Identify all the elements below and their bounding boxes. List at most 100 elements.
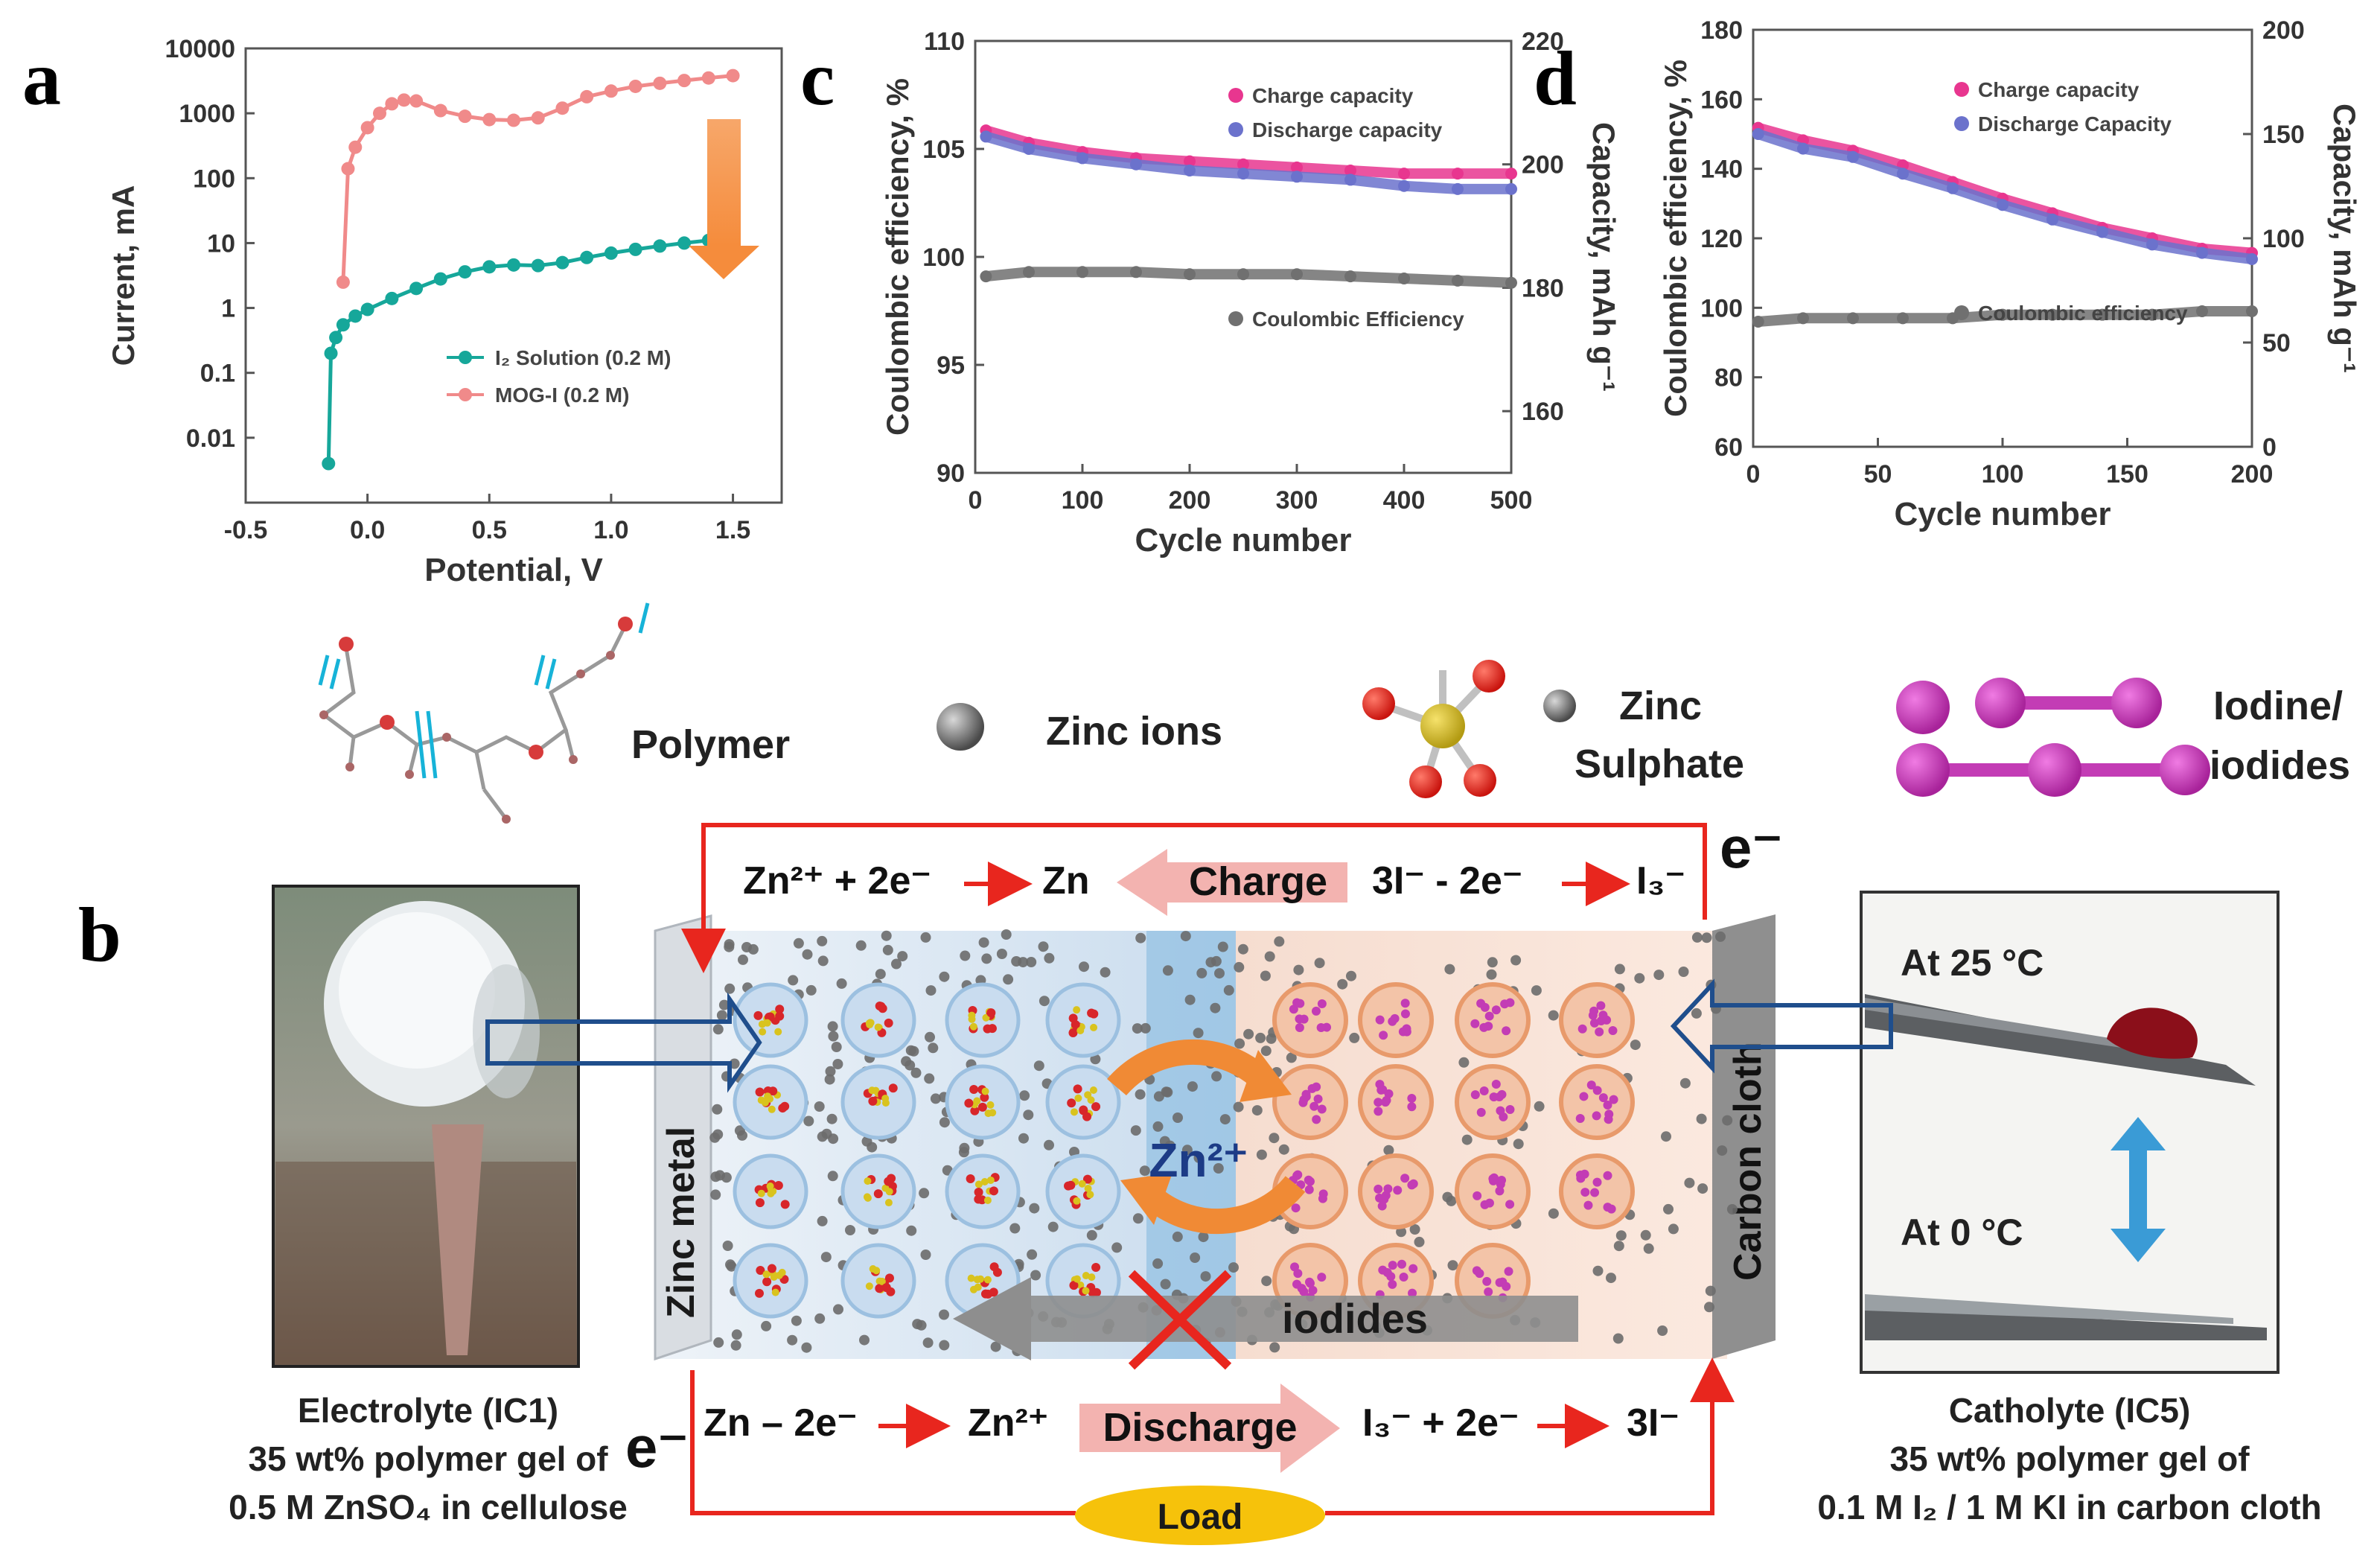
zinc-ion-particle [726, 1261, 737, 1272]
data-point [2096, 226, 2108, 238]
data-point [1505, 276, 1517, 289]
iodine-atom [1609, 1095, 1618, 1104]
sulphate-o-atom [1067, 1098, 1076, 1108]
zinc-ion-particle [939, 1340, 950, 1351]
polymer-brackets [318, 602, 650, 779]
sulphate-s-atom [770, 1273, 778, 1281]
y-right-tick-label: 0 [2262, 433, 2277, 462]
zinc-ion-particle [817, 1131, 828, 1142]
x-tick-label: 1.0 [593, 516, 628, 544]
catholyte-photo: At 25 °C At 0 °C [1860, 891, 2279, 1374]
iodine-atom [1407, 1180, 1417, 1190]
sulphate-o-atom [773, 1181, 783, 1191]
sulphate-s-atom [1086, 1191, 1094, 1199]
y-axis-label: Current, mA [106, 185, 141, 366]
data-point [1398, 168, 1410, 180]
y-right-axis-label: Capacity, mAh g⁻¹ [1586, 122, 1621, 392]
zinc-ion-particle [1704, 1302, 1714, 1313]
zinc-ion-particle [1269, 1342, 1280, 1353]
sulphate-s-atom [1073, 1006, 1081, 1014]
sulphate-o-atom [1068, 1028, 1078, 1038]
data-point [1897, 312, 1909, 325]
y-right-tick-label: 180 [1522, 274, 1564, 302]
sulphate-s-atom [1071, 1108, 1079, 1116]
y-tick-label: 140 [1700, 156, 1743, 184]
legend-swatch-marker [1954, 116, 1969, 131]
zinc-ion-particle [1615, 1230, 1627, 1241]
zinc-ion-particle [855, 940, 867, 951]
legend-entry: MOG-I (0.2 M) [495, 383, 629, 407]
zinc-ion-particle [803, 1115, 814, 1127]
iodine-atom [1374, 1098, 1383, 1107]
zinc-ions-label: Zinc ions [1046, 709, 1222, 754]
sulphate-o-atom [980, 1289, 990, 1299]
zinc-ion-particle [1033, 1060, 1044, 1072]
load-label: Load [1158, 1497, 1243, 1537]
sulphate-s-atom [1074, 1094, 1082, 1102]
iodine-atom [1317, 1273, 1327, 1282]
carbon-cloth-plate [1712, 914, 1776, 1359]
discharge-right-product: 3I⁻ [1627, 1401, 1679, 1445]
iodine-atom [1480, 1002, 1490, 1012]
series-line-1 [341, 74, 735, 284]
zinc-ion-particle [920, 932, 931, 943]
iodine-atom [1484, 1022, 1493, 1031]
zinc-ion-particle [1223, 984, 1234, 996]
zinc-ion-particle [1314, 958, 1325, 969]
temp-0-label: At 0 °C [1901, 1212, 2023, 1253]
zinc-ion-particle [801, 1342, 812, 1353]
zinc-ion-particle [712, 1129, 724, 1140]
zinc-ion-particle [981, 953, 992, 964]
zinc-ion-particle [1705, 1285, 1716, 1296]
zinc-ion-particle [814, 1101, 825, 1112]
sulphate-s-atom [1073, 1275, 1081, 1283]
data-point [1076, 152, 1088, 165]
iodine-atom [1305, 1277, 1315, 1287]
data-point [482, 112, 497, 127]
data-point [385, 97, 399, 111]
zinc-ion-particle [845, 1225, 855, 1235]
iodine-atom [1402, 1024, 1411, 1034]
data-point [1797, 142, 1809, 155]
data-point [385, 291, 399, 305]
zinc-ion-particle [1237, 943, 1248, 955]
zinc-ion-particle [825, 1066, 836, 1077]
load-ellipse [1075, 1486, 1325, 1545]
y-tick-label: 1 [221, 295, 235, 323]
zinc-ion-particle [1162, 1086, 1173, 1098]
iodine-atom [1592, 1086, 1602, 1095]
y-right-tick-label: 220 [1522, 28, 1564, 56]
zn2plus-center-label: Zn²⁺ [1149, 1133, 1248, 1187]
sulphate-o-atom [1066, 1180, 1076, 1190]
zinc-ion-particle [1691, 932, 1703, 943]
data-point [2246, 305, 2258, 317]
zinc-ion-particle [1513, 1139, 1524, 1150]
legend-polymer: Polymer [318, 602, 790, 824]
zinc-ion-particle [791, 1315, 802, 1326]
iodine-atom [1291, 1203, 1301, 1213]
x-tick-label: 300 [1276, 486, 1318, 515]
sulphate-cage [945, 982, 1021, 1058]
zinc-ion-particle [1039, 996, 1050, 1007]
zinc-ion-particle [1159, 1136, 1170, 1147]
data-point [1291, 171, 1303, 183]
zinc-ion-particle [1278, 1144, 1289, 1155]
data-point [336, 275, 350, 289]
electrolyte-caption: Electrolyte (IC1) 35 wt% polymer gel of … [229, 1391, 628, 1527]
legend-entry: Discharge capacity [1252, 118, 1443, 141]
y-tick-label: 1000 [179, 100, 235, 128]
data-point [2096, 308, 2108, 321]
electron-label-bottom: e⁻ [625, 1414, 689, 1480]
data-point [1897, 168, 1909, 180]
x-tick-label: 0.5 [472, 516, 507, 544]
iodine-atom [1400, 1174, 1410, 1183]
sulphate-s-atom [878, 1277, 886, 1285]
zinc-ion-particle [827, 1021, 838, 1032]
zinc-ion-particle [905, 1045, 916, 1056]
zinc-ion-particle [1205, 957, 1216, 968]
sulphate-cage [1045, 1153, 1121, 1229]
zinc-ion-particle [1027, 1249, 1038, 1260]
zinc-ion-particle [820, 1252, 832, 1263]
x-tick-label: 0.0 [350, 516, 385, 544]
sulphate-o-atom [753, 1010, 763, 1020]
